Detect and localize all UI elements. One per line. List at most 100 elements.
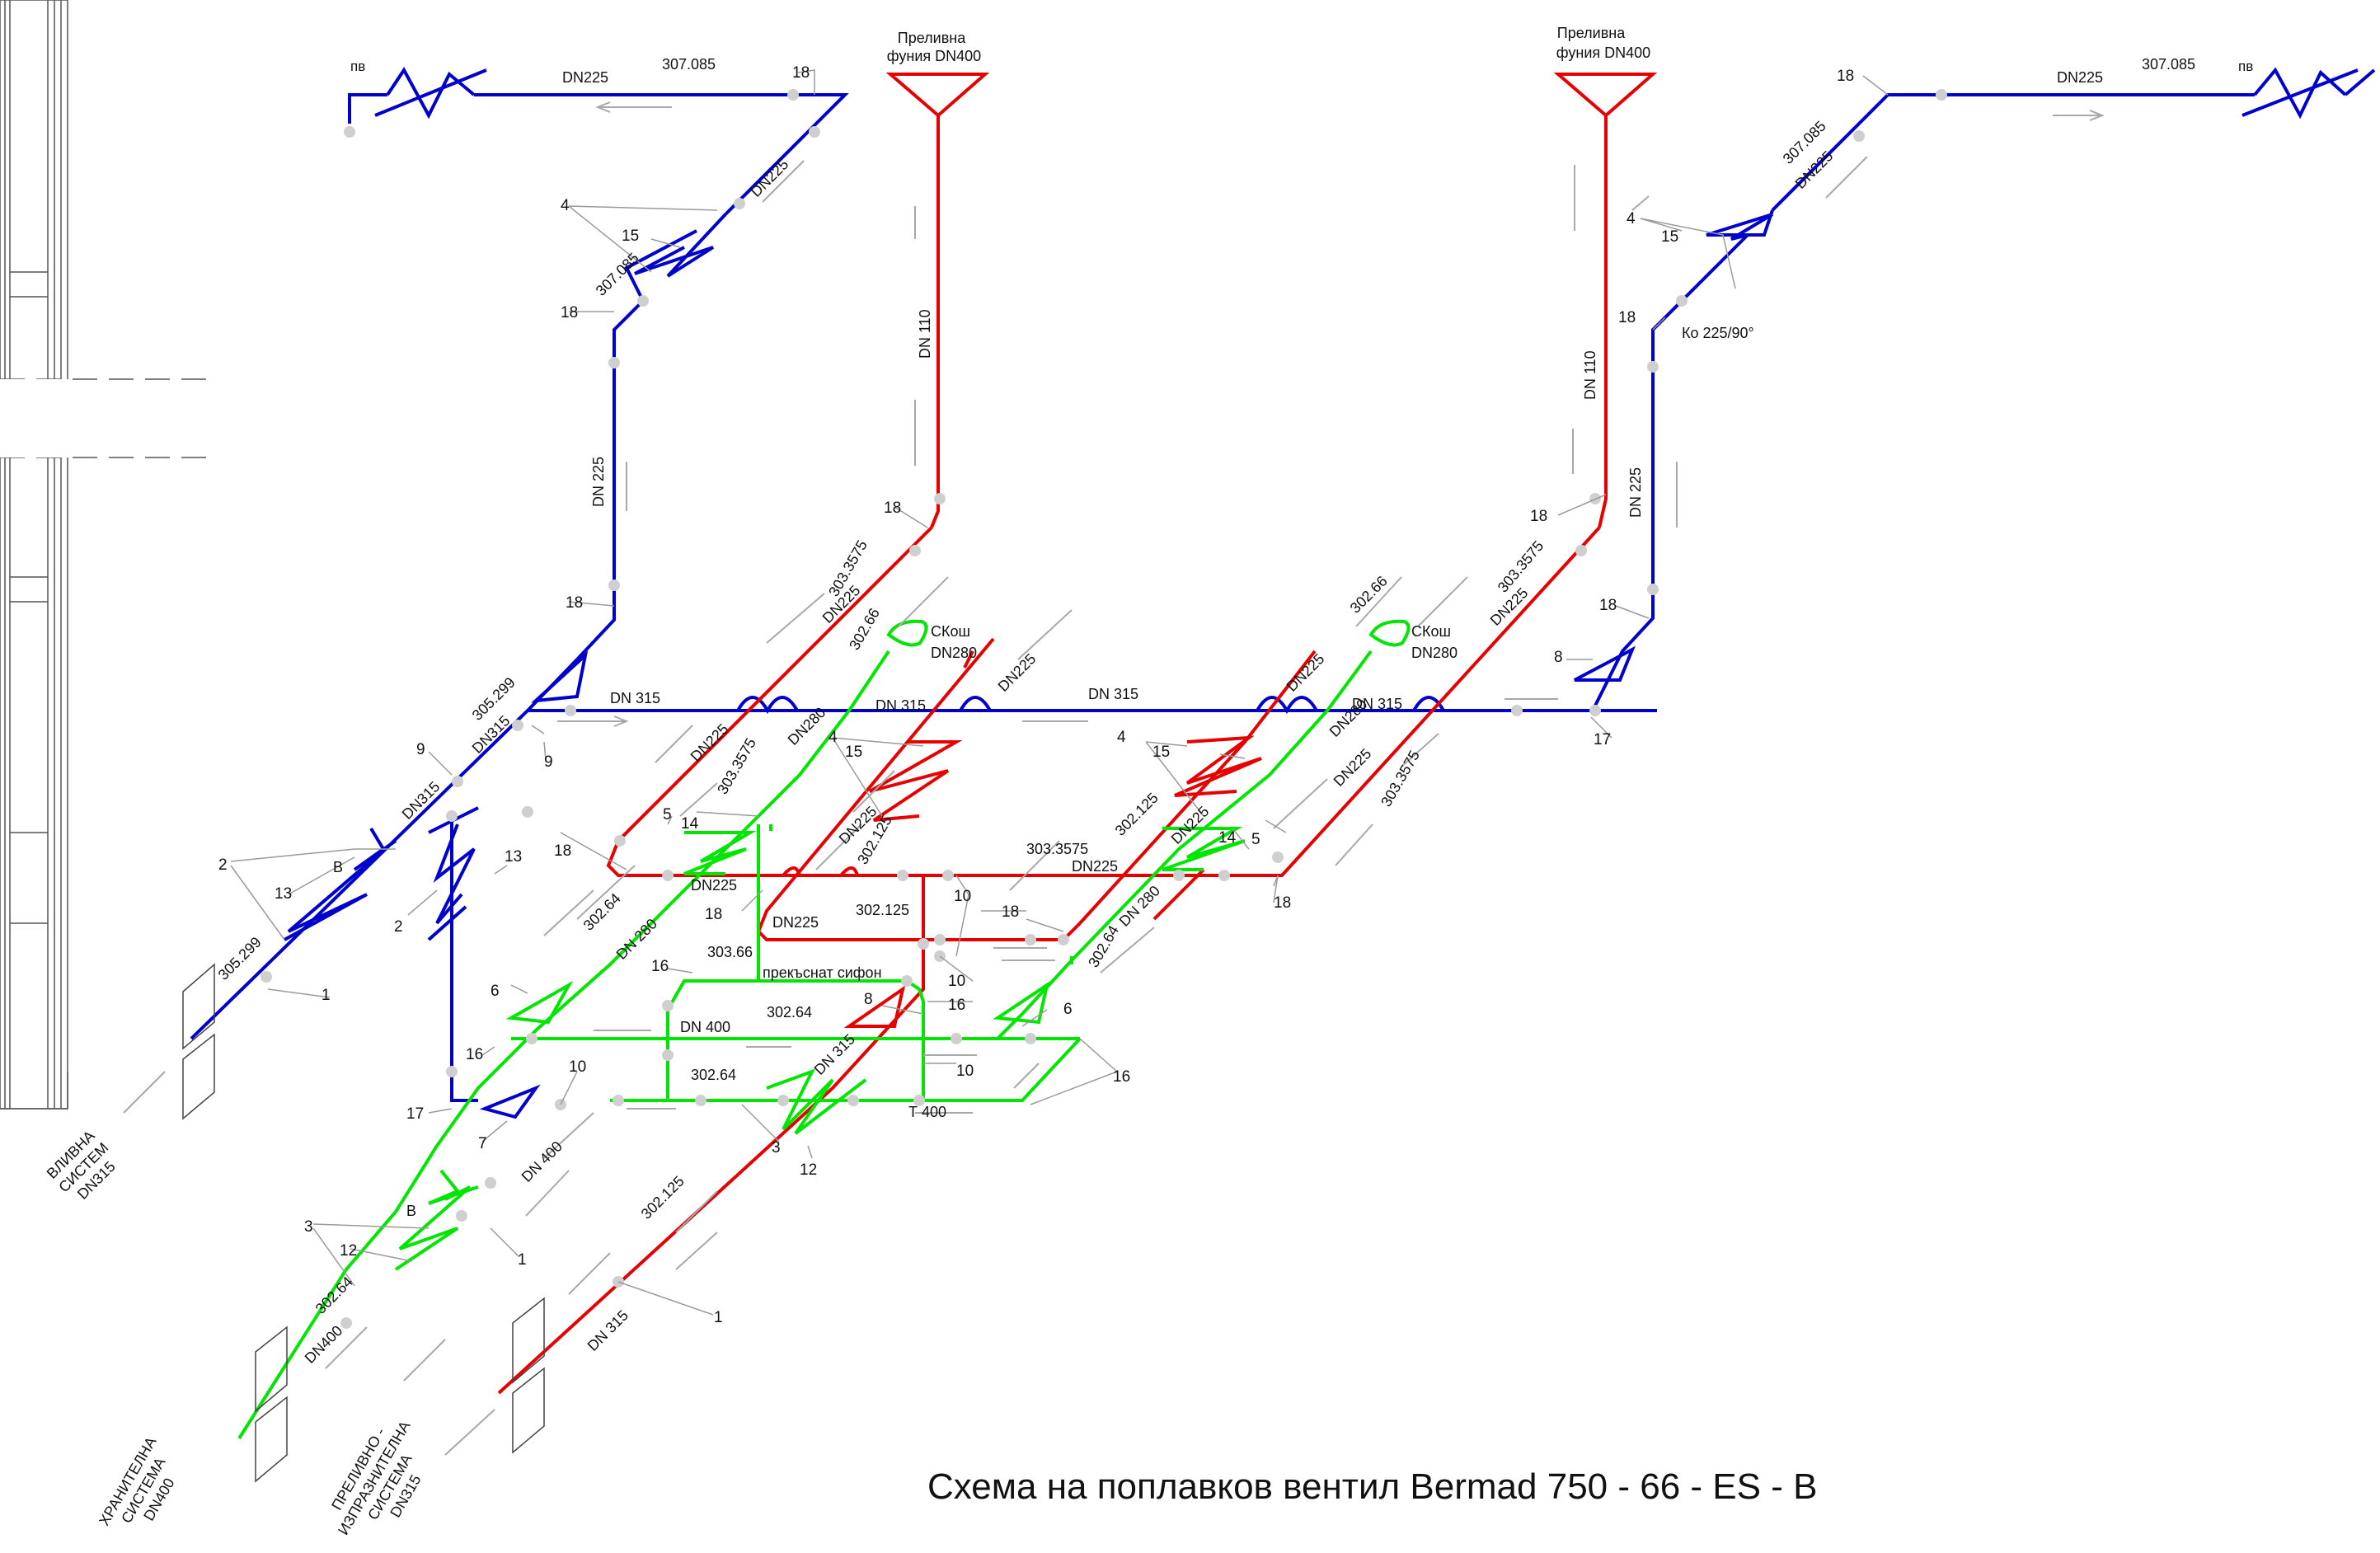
elevation-label: 307.085 — [593, 250, 642, 299]
dn225-diagonal-label: DN225 — [688, 720, 732, 765]
strainer-left-line1: СКош — [931, 623, 970, 640]
position-mark: 18 — [884, 500, 901, 517]
elevation-label: 302.125 — [1112, 790, 1162, 839]
dn225-vertical-label: DN 225 — [1627, 467, 1644, 518]
elevation-label: 302.66 — [846, 605, 883, 653]
position-mark: 1 — [322, 987, 331, 1004]
dn225-label: DN225 — [2057, 69, 2103, 86]
blue-inlet-system — [190, 67, 2376, 1119]
position-mark: 8 — [864, 991, 873, 1008]
pipe-joints — [261, 89, 1947, 1329]
dn315-label: DN 315 — [875, 697, 926, 714]
position-mark: 18 — [566, 594, 583, 612]
position-mark: 10 — [956, 1063, 974, 1080]
elevation-label: 305.299 — [469, 674, 519, 724]
supply-system-label: ХРАНИТЕЛНА СИСТЕМА DN400 — [96, 1434, 178, 1528]
dn315-label: DN 315 — [610, 690, 660, 706]
position-mark: 14 — [1218, 829, 1237, 847]
position-mark: 15 — [1661, 228, 1678, 246]
elevation-label: 307.085 — [662, 56, 716, 73]
dn225-label: DN225 — [691, 877, 737, 894]
elevation-label: 302.125 — [638, 1173, 688, 1222]
position-mark: 16 — [1113, 1068, 1130, 1086]
strainer-right-line1: СКош — [1411, 623, 1451, 640]
elevation-label: 302.125 — [856, 902, 909, 918]
funnel-right-line1: Преливна — [1557, 25, 1626, 41]
position-mark: 6 — [1063, 1001, 1073, 1018]
position-mark: 16 — [466, 1046, 483, 1063]
position-mark: 6 — [491, 983, 500, 1000]
position-mark: 10 — [948, 973, 965, 990]
t400-label: Т 400 — [908, 1104, 946, 1120]
position-mark: 13 — [505, 848, 522, 866]
position-mark: 15 — [845, 744, 862, 761]
b-upper-label: В — [333, 859, 343, 875]
elevation-label: 303.3575 — [1378, 748, 1423, 809]
dn225-label: DN225 — [772, 914, 819, 931]
dn225-vertical-label: DN 225 — [590, 457, 607, 507]
position-mark: 8 — [1554, 649, 1563, 666]
green-supply-system — [237, 619, 1411, 1440]
position-mark: 17 — [1594, 731, 1611, 748]
elevation-label: 302.66 — [1347, 573, 1391, 617]
position-mark: 18 — [705, 906, 722, 923]
position-mark: 18 — [561, 304, 578, 321]
position-mark: 4 — [1627, 210, 1636, 228]
overflow-system-label: ПРЕЛИВНО - ИЗПРАЗНИТЕЛНА СИСТЕМА DN315 — [328, 1418, 424, 1537]
dn110-vertical-label: DN 110 — [917, 309, 933, 359]
strainer-left-line2: DN280 — [931, 645, 977, 661]
elevation-label: 303.3575 — [714, 735, 759, 797]
dn110-vertical-label: DN 110 — [1582, 350, 1598, 400]
position-mark: 15 — [1152, 744, 1170, 761]
position-mark: 4 — [829, 729, 838, 746]
position-mark: 3 — [304, 1218, 313, 1236]
position-mark: 14 — [681, 815, 699, 833]
dn225-label: DN225 — [1072, 858, 1118, 875]
dn225-diagonal-label: DN225 — [995, 650, 1040, 695]
dn225-label: DN225 — [562, 69, 608, 86]
pv-right-label: пв — [2238, 59, 2253, 74]
position-mark: 2 — [218, 856, 228, 874]
text-labels: Преливна фуния DN400 Преливна фуния DN40… — [44, 25, 2254, 1538]
leader-lines — [230, 69, 1889, 1316]
position-mark: 2 — [394, 918, 403, 936]
position-mark: 18 — [1274, 894, 1291, 912]
position-mark: 18 — [554, 842, 571, 860]
position-mark: 18 — [1002, 903, 1019, 921]
position-mark: 18 — [1837, 68, 1854, 85]
wall-penetrations — [182, 963, 545, 1483]
flow-arrows — [123, 101, 2105, 1456]
dn315-label: DN 315 — [1088, 686, 1138, 702]
position-mark: 18 — [1599, 597, 1617, 614]
position-mark: 17 — [406, 1105, 424, 1123]
funnel-left-line2: фуния DN400 — [887, 48, 981, 64]
position-mark: 4 — [1117, 729, 1126, 746]
position-mark: 1 — [714, 1309, 723, 1326]
dn225-diagonal-label: DN225 — [748, 156, 792, 200]
dn315-label: DN 315 — [1352, 696, 1402, 712]
page-title: Схема на поплавков вентил Bermad 750 - 6… — [927, 1466, 1817, 1507]
broken-siphon-label: прекъснат сифон — [763, 964, 882, 981]
position-mark: 3 — [772, 1139, 781, 1157]
elevation-label: 303.3575 — [1026, 841, 1088, 857]
position-mark: 13 — [275, 885, 292, 903]
position-mark: 12 — [340, 1242, 357, 1260]
position-mark: 5 — [663, 806, 672, 823]
dn400-label: DN 400 — [680, 1019, 730, 1035]
dn225-diagonal-label: DN225 — [1284, 650, 1328, 695]
dn400-diagonal-label: DN 400 — [519, 1138, 566, 1185]
building-wall — [0, 0, 206, 1110]
position-mark: 10 — [569, 1058, 586, 1076]
elevation-label: 302.64 — [1085, 922, 1122, 970]
position-mark: 1 — [518, 1251, 527, 1269]
position-mark: 10 — [954, 888, 971, 905]
position-mark: 12 — [800, 1161, 817, 1179]
elevation-label: 302.64 — [312, 1274, 356, 1317]
position-mark: 18 — [792, 64, 810, 82]
pv-left-label: пв — [350, 59, 365, 74]
position-mark: 9 — [416, 741, 425, 758]
position-mark: 9 — [544, 753, 553, 771]
position-mark: 7 — [478, 1135, 487, 1152]
position-mark: 4 — [561, 197, 570, 214]
